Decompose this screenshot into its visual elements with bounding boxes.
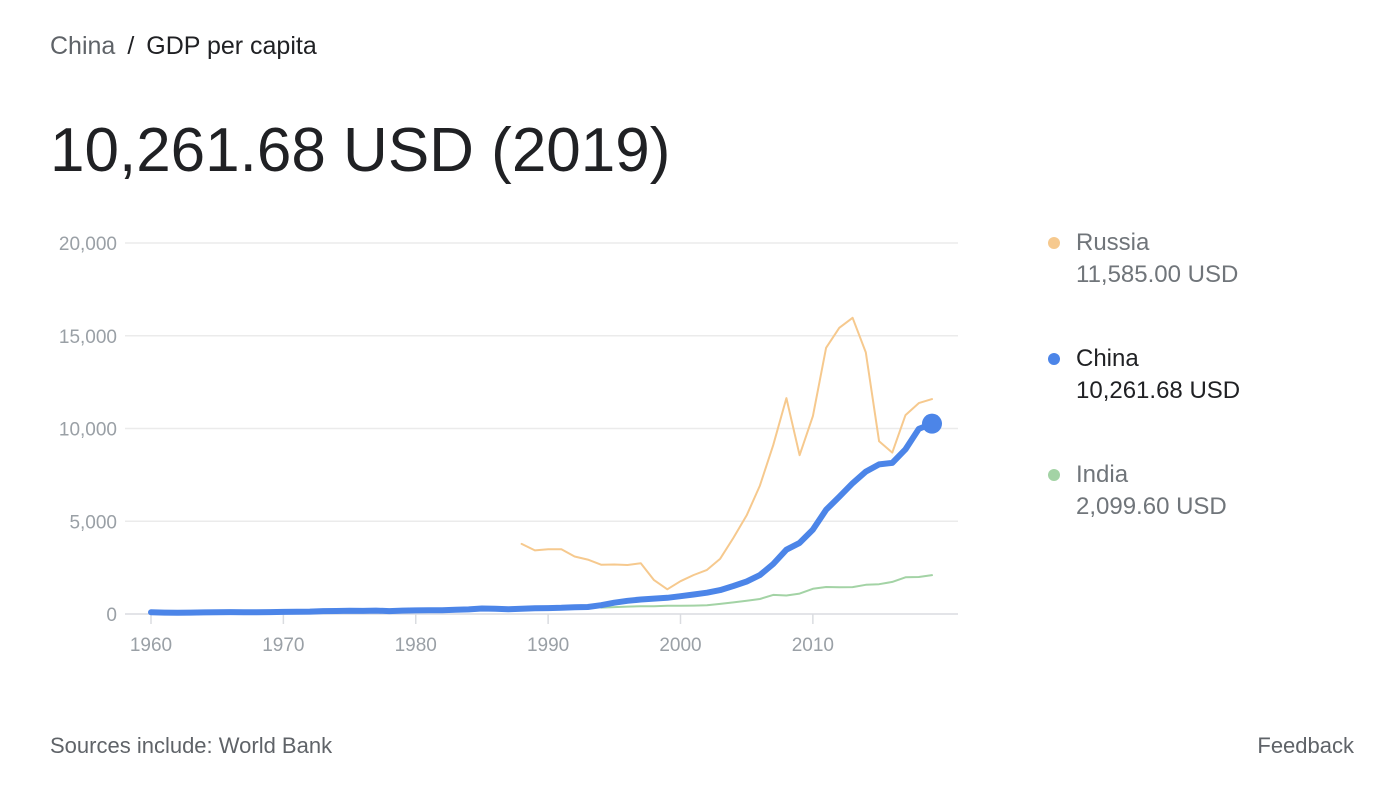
legend-item-russia[interactable]: Russia 11,585.00 USD (1048, 228, 1378, 344)
y-tick-label: 20,000 (59, 234, 117, 255)
legend-dot-china (1048, 353, 1060, 365)
sources-note: Sources include: World Bank (50, 733, 333, 758)
series-line-china (148, 420, 935, 616)
legend-name-russia: Russia (1076, 229, 1150, 256)
legend-item-china[interactable]: China 10,261.68 USD (1048, 344, 1378, 460)
y-tick-label: 15,000 (59, 327, 117, 348)
breadcrumb-separator: / (127, 32, 135, 60)
x-tick-label: 2010 (792, 635, 834, 656)
legend-dot-russia (1048, 237, 1060, 249)
legend-item-india[interactable]: India 2,099.60 USD (1048, 460, 1378, 576)
series-line-russia (520, 316, 933, 591)
legend-value-china: 10,261.68 USD (1076, 377, 1241, 404)
x-tick-label: 2000 (659, 635, 701, 656)
legend-value-india: 2,099.60 USD (1076, 493, 1227, 520)
headline-value: 10,261.68 USD (2019) (50, 116, 671, 185)
x-tick-label: 1960 (130, 635, 172, 656)
breadcrumb: China / GDP per capita (50, 32, 317, 61)
legend-value-russia: 11,585.00 USD (1076, 261, 1239, 288)
y-tick-label: 0 (106, 605, 117, 626)
gridlines (125, 242, 958, 615)
x-axis-ticks: 1960 1970 1980 1990 2000 2010 (130, 614, 834, 656)
x-tick-label: 1970 (262, 635, 304, 656)
legend-name-china: China (1076, 345, 1139, 372)
legend-name-india: India (1076, 461, 1129, 488)
series-lines (148, 316, 942, 616)
legend-dot-india (1048, 469, 1060, 481)
x-tick-label: 1980 (395, 635, 437, 656)
latest-point-china (922, 413, 942, 434)
y-tick-label: 5,000 (69, 512, 117, 533)
x-tick-label: 1990 (527, 635, 569, 656)
legend: Russia 11,585.00 USD China 10,261.68 USD… (1048, 228, 1378, 576)
y-tick-label: 10,000 (59, 420, 117, 441)
breadcrumb-country-link[interactable]: China (50, 32, 116, 60)
feedback-link[interactable]: Feedback (1257, 733, 1354, 758)
line-chart[interactable]: 0 5,000 10,000 15,000 20,000 1960 1970 1980 199… (0, 0, 1000, 680)
y-axis-ticks: 0 5,000 10,000 15,000 20,000 (59, 234, 117, 626)
series-line-india (600, 574, 933, 609)
breadcrumb-current: GDP per capita (146, 32, 317, 60)
